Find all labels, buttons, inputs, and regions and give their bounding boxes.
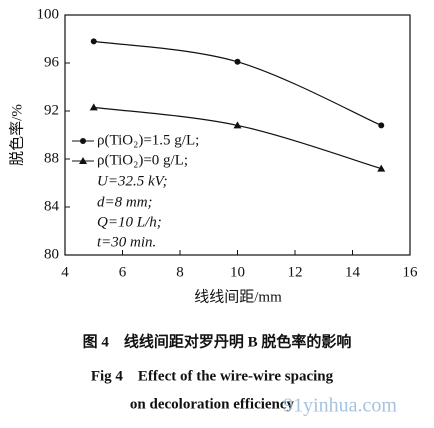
caption: on decoloration efficiency [130,396,295,412]
annotation: Q=10 L/h; [97,214,162,230]
y-tick-label: 84 [44,198,60,214]
legend-marker [80,138,86,144]
watermark: 91yinhua.com [283,395,397,417]
legend-label: ρ(TiO₂)=1.5 g/L; [97,132,199,148]
marker [377,164,386,172]
marker [234,58,241,65]
marker [233,121,242,129]
legend-label: ρ(TiO₂)=0 g/L; [97,152,188,168]
x-tick-label: 10 [230,264,245,280]
marker [378,122,385,129]
y-tick-label: 96 [44,54,60,70]
x-tick-label: 16 [403,264,419,280]
x-axis-label: 线线间距/mm [194,288,282,305]
annotation: U=32.5 kV; [97,173,168,189]
legend-marker [79,157,87,164]
y-tick-label: 100 [37,6,60,22]
marker [89,103,98,111]
annotation: d=8 mm; [97,194,153,210]
x-tick-label: 14 [345,264,361,280]
caption: 图 4 线线间距对罗丹明 B 脱色率的影响 [83,332,352,350]
x-tick-label: 12 [288,264,303,280]
y-tick-label: 80 [44,246,59,262]
y-tick-label: 88 [44,150,59,166]
marker [90,38,97,45]
series-line [93,40,382,126]
caption: Fig 4 Effect of the wire-wire spacing [91,368,334,384]
x-tick-label: 4 [61,264,69,280]
x-tick-label: 8 [176,264,184,280]
y-axis-label: 脱色率/% [8,104,25,166]
annotation: t=30 min. [97,234,156,250]
y-tick-label: 92 [44,102,59,118]
x-tick-label: 6 [119,264,127,280]
